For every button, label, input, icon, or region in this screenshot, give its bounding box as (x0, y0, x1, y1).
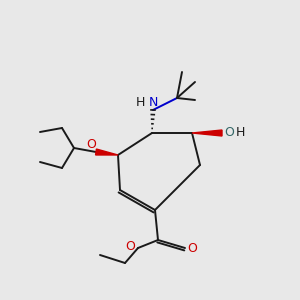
Text: N: N (148, 95, 158, 109)
Text: O: O (86, 139, 96, 152)
Polygon shape (192, 130, 222, 136)
Text: O: O (224, 125, 234, 139)
Text: H: H (235, 125, 245, 139)
Polygon shape (96, 149, 118, 155)
Text: O: O (187, 242, 197, 254)
Text: O: O (125, 241, 135, 254)
Text: H: H (135, 95, 145, 109)
